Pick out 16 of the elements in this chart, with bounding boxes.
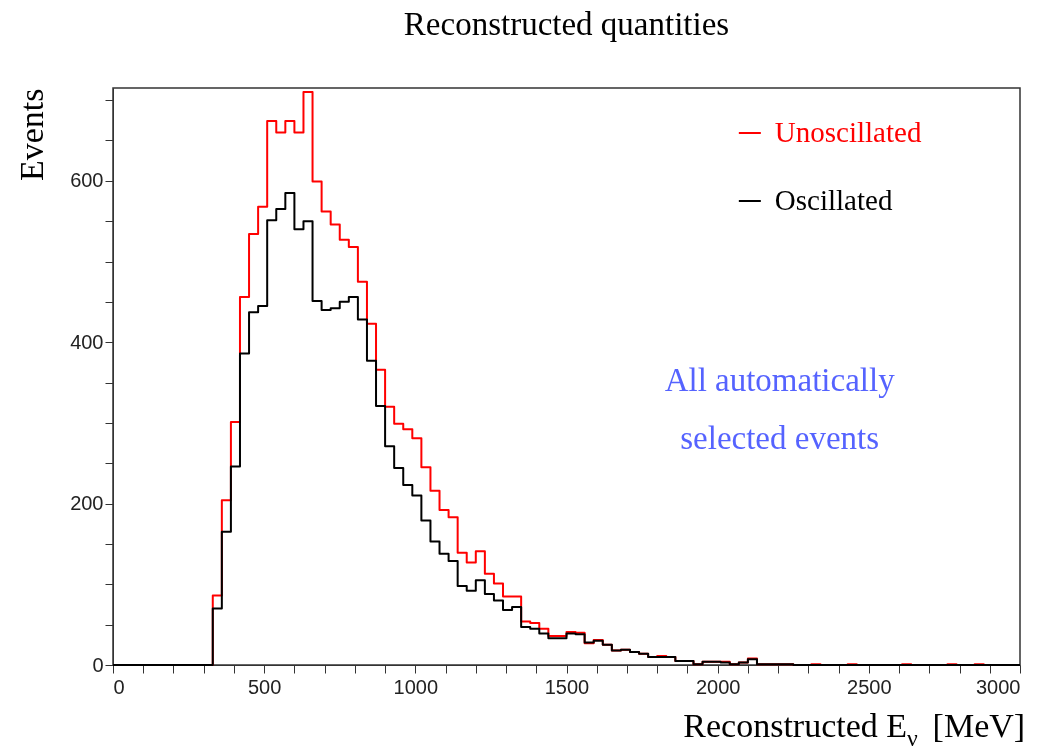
annotation: All automatically selected events [664, 362, 896, 457]
x-tick-label: 0 [113, 675, 125, 698]
y-tick-label: 600 [70, 169, 104, 192]
x-tick-label: 3000 [976, 675, 1021, 698]
x-tick-label: 500 [247, 675, 282, 698]
y-tick-label: 400 [70, 330, 104, 353]
x-tick-label: 2500 [847, 675, 892, 698]
y-axis-title: Events [12, 88, 50, 182]
legend-label: Unoscillated [774, 116, 922, 148]
x-tick-label: 1000 [393, 675, 439, 698]
y-tick-label: 0 [92, 653, 104, 676]
x-tick-label: 1500 [544, 675, 590, 698]
legend-label: Oscillated [774, 184, 893, 216]
y-tick-label: 200 [70, 492, 104, 515]
chart-title: Reconstructed quantities [403, 6, 730, 42]
x-tick-label: 2000 [695, 675, 741, 698]
